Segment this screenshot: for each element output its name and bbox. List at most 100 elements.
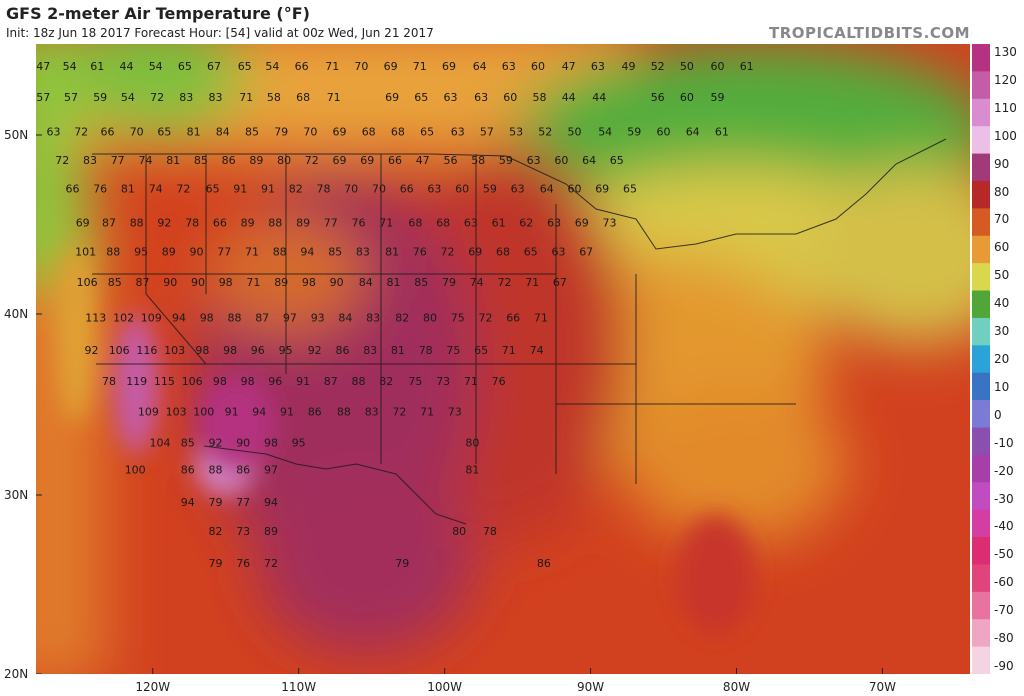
temperature-value: 87 [102,217,116,230]
temperature-value: 69 [575,217,589,230]
temperature-value: 65 [610,154,624,167]
temperature-value: 63 [427,183,441,196]
colorbar-label: -30 [994,491,1014,506]
colorbar-label: -70 [994,603,1014,618]
temperature-map: 47 54 61 44 54 65 67 65 54 66 71 70 69 71 69 64 63 60 47 63… [36,44,970,674]
temperature-value: 76 [413,245,427,258]
temperature-value: 89 [241,217,255,230]
temperature-value: 89 [264,525,278,538]
temperature-value: 98 [195,344,209,357]
temperature-value: 68 [391,125,405,138]
temperature-value: 81 [187,125,201,138]
mexico-hot-core [256,474,476,654]
latitude-label: 20N [4,667,29,681]
temperature-value: 79 [209,496,223,509]
colorbar-label: 70 [994,212,1010,227]
temperature-value: 79 [274,125,288,138]
colorbar-segment [972,619,990,648]
temperature-value: 67 [207,60,221,73]
temperature-value: 86 [236,464,250,477]
temperature-value: 66 [295,60,309,73]
colorbar-label: 100 [994,128,1017,143]
temperature-value: 63 [451,125,465,138]
temperature-value: 72 [441,245,455,258]
temperature-value: 80 [277,154,291,167]
temperature-value: 69 [333,154,347,167]
temperature-value: 81 [121,183,135,196]
colorbar-segment [972,427,990,456]
temperature-value: 71 [245,245,259,258]
colorbar-label: 130 [994,45,1017,59]
temperature-value: 79 [442,276,456,289]
temperature-value: 98 [223,344,237,357]
temperature-value: 80 [452,525,466,538]
colorbar-label: 60 [994,240,1010,255]
colorbar-segment [972,153,990,182]
temperature-value: 65 [524,245,538,258]
colorbar [972,44,990,675]
temperature-value: 63 [464,217,478,230]
temperature-value: 94 [264,496,278,509]
temperature-value: 65 [474,344,488,357]
colorbar-segment [972,180,990,209]
temperature-value: 69 [385,91,399,104]
temperature-value: 80 [465,437,479,450]
temperature-value: 73 [236,525,250,538]
temperature-value: 77 [217,245,231,258]
temperature-value: 71 [327,91,341,104]
temperature-value: 92 [157,217,171,230]
temperature-value: 66 [506,312,520,325]
temperature-value: 62 [519,217,533,230]
temperature-value: 49 [622,60,636,73]
colorbar-label: -50 [994,547,1014,562]
temperature-value: 70 [303,125,317,138]
colorbar-label: 50 [994,268,1010,283]
temperature-value: 73 [448,406,462,419]
colorbar-segment [972,71,990,100]
coast-cool [56,244,96,424]
temperature-value: 68 [408,217,422,230]
temperature-value: 83 [209,91,223,104]
temperature-value: 89 [249,154,263,167]
longitude-label: 80W [722,680,751,694]
temperature-value: 57 [480,125,494,138]
temperature-value: 65 [157,125,171,138]
temperature-value: 44 [562,91,576,104]
temperature-value: 85 [414,276,428,289]
temperature-value: 83 [83,154,97,167]
temperature-value: 95 [279,344,293,357]
colorbar-segment [972,290,990,319]
temperature-value: 66 [101,125,115,138]
temperature-value: 59 [499,154,513,167]
temperature-value: 115 [154,375,175,388]
temperature-value: 60 [503,91,517,104]
temperature-value: 79 [209,557,223,570]
temperature-value: 84 [216,125,230,138]
temperature-value: 91 [225,406,239,419]
temperature-value: 84 [338,312,352,325]
temperature-value: 70 [372,183,386,196]
temperature-value: 50 [680,60,694,73]
temperature-value: 75 [408,375,422,388]
latitude-ticks [36,134,883,674]
temperature-value: 71 [525,276,539,289]
temperature-value: 65 [414,91,428,104]
latitude-label: 40N [4,307,29,321]
temperature-value: 63 [527,154,541,167]
colorbar-segment [972,317,990,346]
map-subtitle: Init: 18z Jun 18 2017 Forecast Hour: [54… [6,26,434,40]
temperature-value: 77 [324,217,338,230]
temperature-value: 56 [651,91,665,104]
colorbar-label: 120 [994,72,1017,87]
temperature-value: 54 [121,91,135,104]
temperature-value: 81 [465,464,479,477]
temperature-value: 61 [740,60,754,73]
colorbar-label: -80 [994,631,1014,646]
temperature-value: 109 [138,406,159,419]
temperature-value: 83 [363,344,377,357]
temperature-value: 88 [209,464,223,477]
temperature-value: 66 [213,217,227,230]
temperature-value: 83 [365,406,379,419]
colorbar-label: -60 [994,575,1014,590]
temperature-value: 103 [166,406,187,419]
